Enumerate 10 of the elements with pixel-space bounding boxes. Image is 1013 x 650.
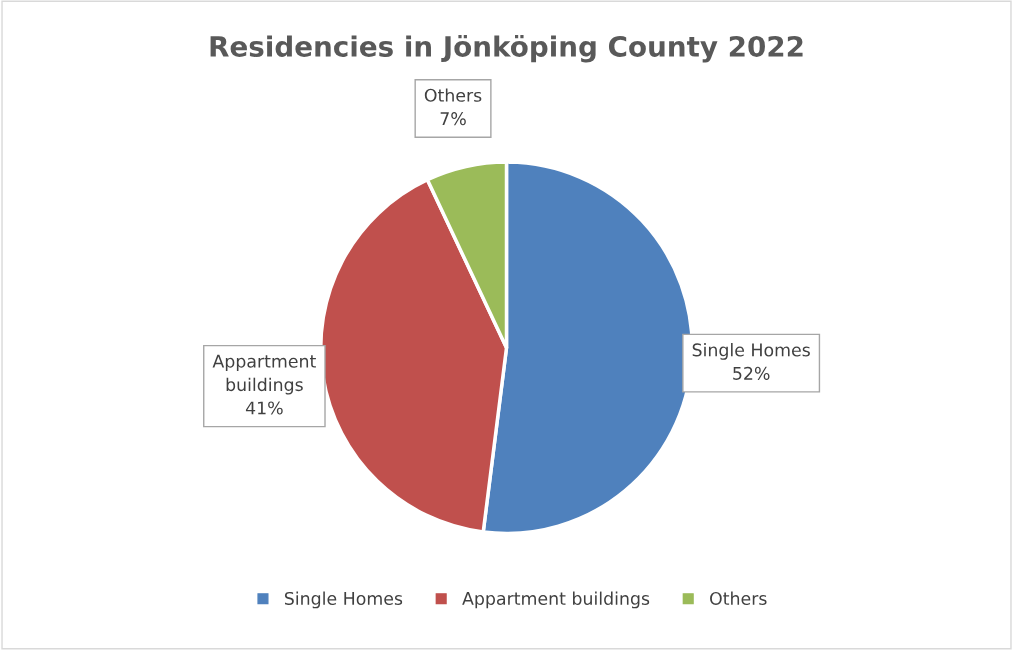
- legend-label: Single Homes: [284, 591, 403, 609]
- data-label: 7%: [440, 112, 466, 126]
- legend-label: Others: [710, 591, 767, 606]
- slice-label: Others: [424, 88, 482, 102]
- slice-label: Single Homes: [692, 343, 810, 360]
- data-label: 41%: [245, 401, 283, 415]
- legend-label: Appartment buildings: [462, 591, 650, 609]
- chart-title: Residencies in Jönköping County 2022: [210, 35, 803, 63]
- data-label: 52%: [733, 366, 770, 380]
- slice-label: Appartment buildings: [212, 354, 316, 395]
